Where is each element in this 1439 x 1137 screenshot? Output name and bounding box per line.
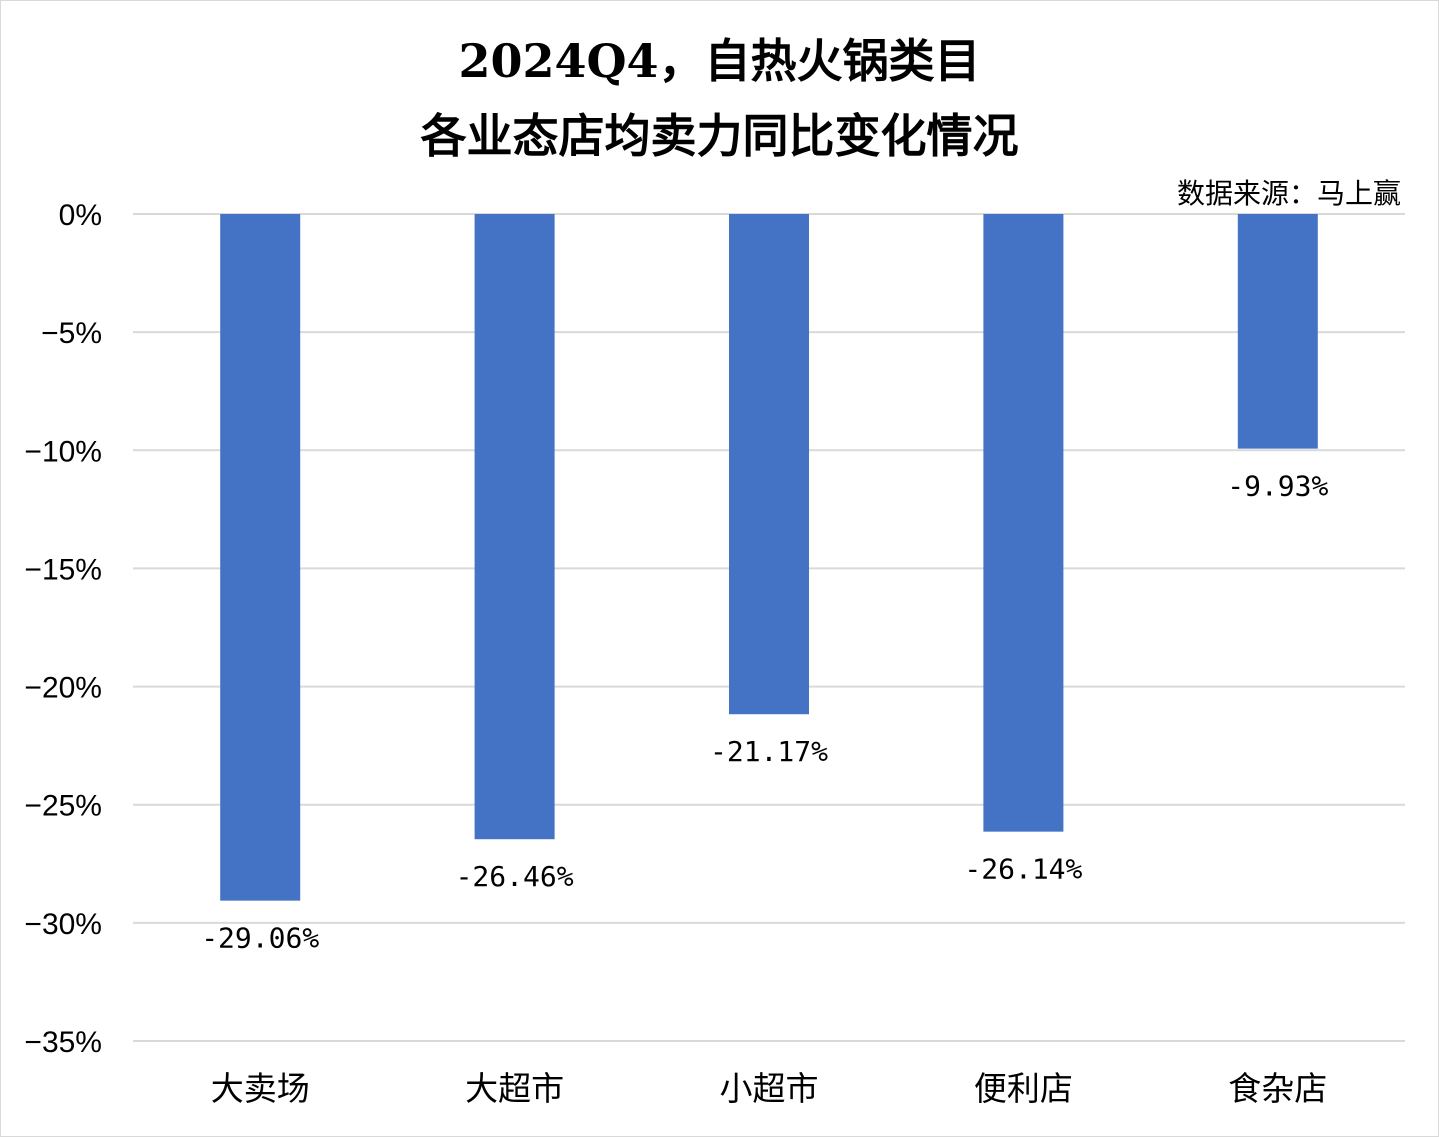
data-source-note: 数据来源：马上赢 — [1176, 177, 1401, 210]
y-tick-label: −30% — [24, 908, 102, 941]
category-label: 食杂店 — [1228, 1069, 1327, 1108]
chart-title-line-2: 各业态店均卖力同比变化情况 — [420, 109, 1019, 163]
data-label: -9.93% — [1227, 470, 1328, 503]
y-tick-label: −10% — [24, 435, 102, 468]
y-tick-label: −35% — [24, 1026, 102, 1059]
category-label: 便利店 — [974, 1069, 1073, 1108]
data-label: -26.14% — [964, 853, 1082, 886]
category-label: 小超市 — [720, 1069, 819, 1108]
y-tick-label: 0% — [59, 199, 102, 232]
bar — [983, 214, 1064, 832]
bar — [1237, 214, 1318, 449]
category-label: 大卖场 — [211, 1069, 310, 1108]
data-label: -26.46% — [456, 860, 574, 893]
y-tick-label: −5% — [41, 317, 102, 350]
chart-title-line-1: 2024Q4，自热火锅类目 — [458, 34, 981, 88]
y-tick-label: −25% — [24, 790, 102, 823]
bar — [220, 214, 301, 901]
bar — [729, 214, 809, 715]
y-tick-label: −15% — [24, 553, 102, 586]
bar — [474, 214, 555, 840]
category-label: 大超市 — [465, 1069, 564, 1108]
data-label: -21.17% — [710, 735, 828, 768]
data-label: -29.06% — [201, 922, 319, 955]
y-tick-label: −20% — [24, 672, 102, 705]
